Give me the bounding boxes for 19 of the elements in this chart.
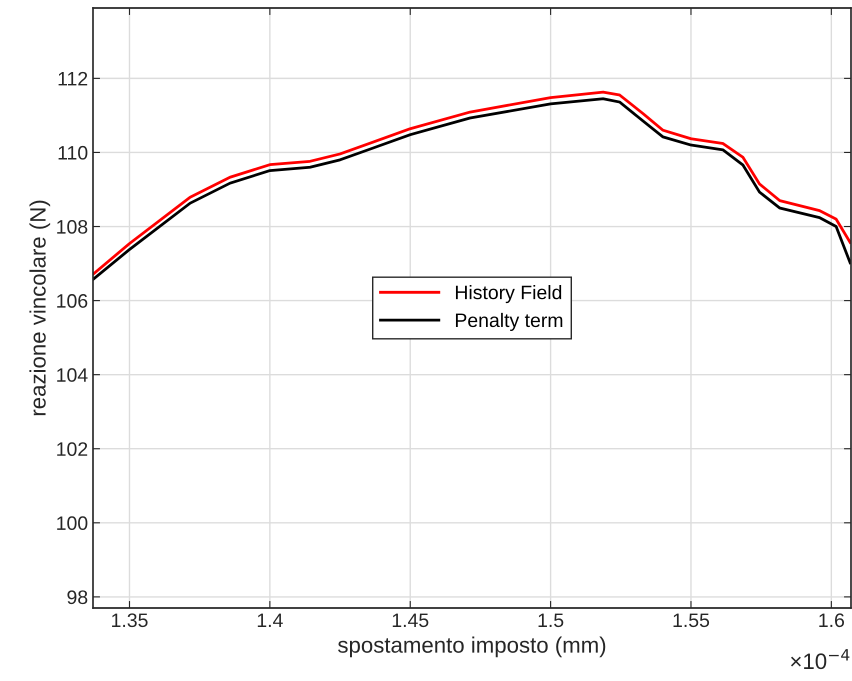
legend-label: Penalty term — [456, 312, 562, 331]
y-tick-label: 108 — [57, 220, 88, 234]
x-tick-label: 1.45 — [392, 614, 428, 628]
y-tick-label: 112 — [58, 72, 88, 86]
y-tick-label: 98 — [67, 590, 88, 604]
y-tick-label: 102 — [57, 442, 88, 456]
x-tick-label: 1.5 — [538, 614, 564, 628]
y-tick-label: 100 — [57, 516, 88, 530]
y-axis-title: reazione vincolare (N) — [29, 200, 50, 416]
x-tick-label: 1.4 — [258, 614, 283, 627]
y-tick-label: 106 — [57, 294, 88, 308]
x-axis-title: spostamento imposto (mm) — [338, 636, 606, 658]
x-tick-label: 1.55 — [674, 614, 710, 628]
x-tick-label: 1.6 — [819, 613, 844, 628]
text: ×10$^{−4}$ — [790, 649, 850, 670]
y-tick-label: 104 — [57, 368, 88, 382]
legend-label: History Field — [456, 285, 562, 304]
y-tick-label: 110 — [58, 146, 88, 160]
x-tick-label: 1.35 — [112, 613, 148, 628]
